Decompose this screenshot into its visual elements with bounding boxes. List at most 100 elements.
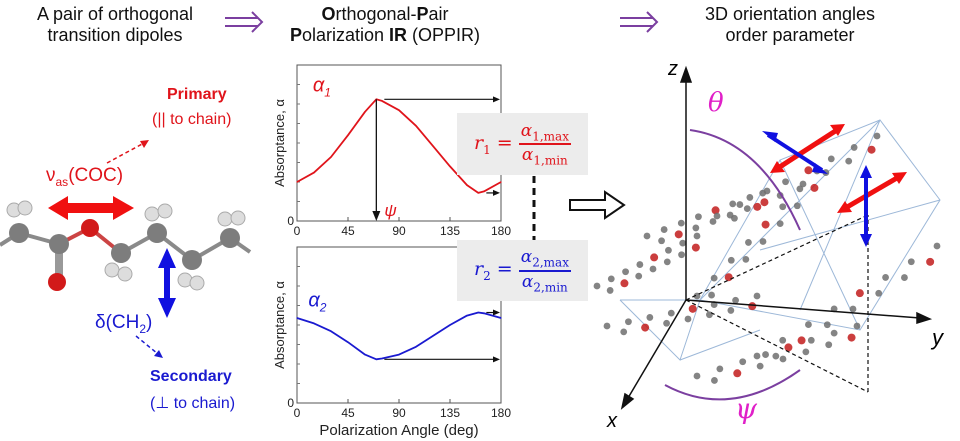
z-axis-label: z	[668, 58, 678, 80]
atom	[674, 230, 683, 239]
data-point	[483, 312, 485, 314]
atom	[855, 289, 864, 298]
atom	[678, 251, 685, 259]
theta-label: θ	[708, 88, 724, 118]
secondary-label: Secondary	[150, 368, 232, 385]
series-label: α1	[313, 75, 331, 100]
arrowhead	[493, 309, 500, 316]
header-left: A pair of orthogonal transition dipoles	[0, 4, 230, 46]
atom	[736, 201, 744, 208]
x-tick-label: 180	[491, 406, 511, 420]
atom	[850, 144, 858, 151]
atom	[804, 166, 813, 175]
double-arrow-icon	[225, 11, 264, 33]
atom	[793, 202, 801, 210]
atom	[693, 292, 701, 300]
atom	[882, 274, 889, 281]
atom	[797, 336, 806, 345]
x-tick-label: 0	[294, 406, 301, 420]
x-tick-label: 135	[440, 224, 460, 238]
secondary-sublabel: (⊥ to chain)	[150, 395, 236, 412]
data-point	[432, 335, 434, 337]
secondary-dashed-arrow	[135, 335, 163, 358]
atom	[776, 220, 784, 228]
atom	[782, 178, 789, 186]
data-point	[364, 354, 366, 356]
data-point	[415, 346, 417, 348]
data-point	[364, 111, 366, 113]
atom	[805, 321, 812, 328]
atom	[847, 333, 856, 342]
x-tick-label: 90	[392, 224, 406, 238]
atom	[684, 315, 692, 323]
x-tick-label: 45	[341, 406, 355, 420]
atom	[635, 272, 643, 280]
atom	[825, 341, 833, 349]
data-point	[477, 311, 479, 314]
x-tick-label: 0	[294, 224, 301, 238]
atom	[761, 220, 770, 229]
primary-sublabel: (|| to chain)	[152, 111, 232, 128]
atom	[845, 157, 853, 165]
atom	[739, 358, 747, 366]
atom	[667, 309, 675, 317]
header-right-line1: 3D orientation angles	[704, 4, 876, 24]
atom	[636, 261, 644, 268]
header-middle: Orthogonal-Pair Polarization IR (OPPIR)	[275, 4, 495, 46]
data-point	[381, 100, 383, 102]
atom	[760, 198, 769, 207]
y-tick-label: 0	[287, 214, 294, 228]
atom	[745, 239, 752, 246]
atom	[650, 253, 659, 262]
atom	[641, 323, 650, 332]
y-axis-label: Absorptance, α	[272, 99, 287, 187]
atom	[810, 183, 819, 192]
atom	[753, 202, 762, 211]
atom	[606, 287, 614, 294]
atom	[663, 258, 671, 266]
atom	[727, 307, 735, 314]
data-point	[296, 181, 298, 183]
atom	[759, 238, 767, 245]
primary-label: Primary	[167, 86, 227, 103]
data-point	[381, 357, 383, 360]
y-axis-label: Absorptance, α	[272, 281, 287, 369]
data-point	[296, 317, 298, 319]
atom	[658, 237, 665, 245]
x-axis	[627, 299, 687, 399]
atom	[713, 212, 721, 220]
atom	[665, 246, 672, 254]
x-tick-label: 45	[341, 224, 355, 238]
data-point	[398, 109, 400, 111]
atom	[716, 365, 724, 373]
atom	[743, 205, 751, 213]
data-point	[347, 341, 349, 343]
atom	[692, 224, 700, 232]
red-dipole-arrow	[773, 125, 842, 173]
atom	[907, 258, 915, 266]
atom	[762, 351, 769, 358]
arrowhead	[493, 189, 500, 196]
secondary-mode-label: δ(CH2)	[95, 312, 153, 336]
hollow-arrow-icon	[569, 190, 626, 220]
series-label-sub: 2	[319, 300, 327, 314]
atom	[603, 322, 611, 330]
header-middle-line1: Orthogonal-Pair	[321, 4, 449, 24]
atom	[693, 372, 701, 380]
y-tick-label: 0	[287, 396, 294, 410]
atom	[643, 232, 651, 240]
atom	[746, 194, 754, 201]
atom	[709, 218, 717, 225]
atom	[677, 219, 685, 227]
r2-formula: r2 = α2,max α2,min	[457, 240, 588, 301]
header-left-line1: A pair of orthogonal	[36, 4, 194, 24]
series-label: α2	[308, 289, 326, 314]
data-point	[500, 181, 502, 183]
data-point	[313, 172, 315, 174]
atom	[753, 352, 761, 360]
header-right: 3D orientation angles order parameter	[690, 4, 890, 46]
atom	[796, 185, 804, 193]
atom	[875, 289, 883, 297]
atom	[756, 362, 764, 370]
